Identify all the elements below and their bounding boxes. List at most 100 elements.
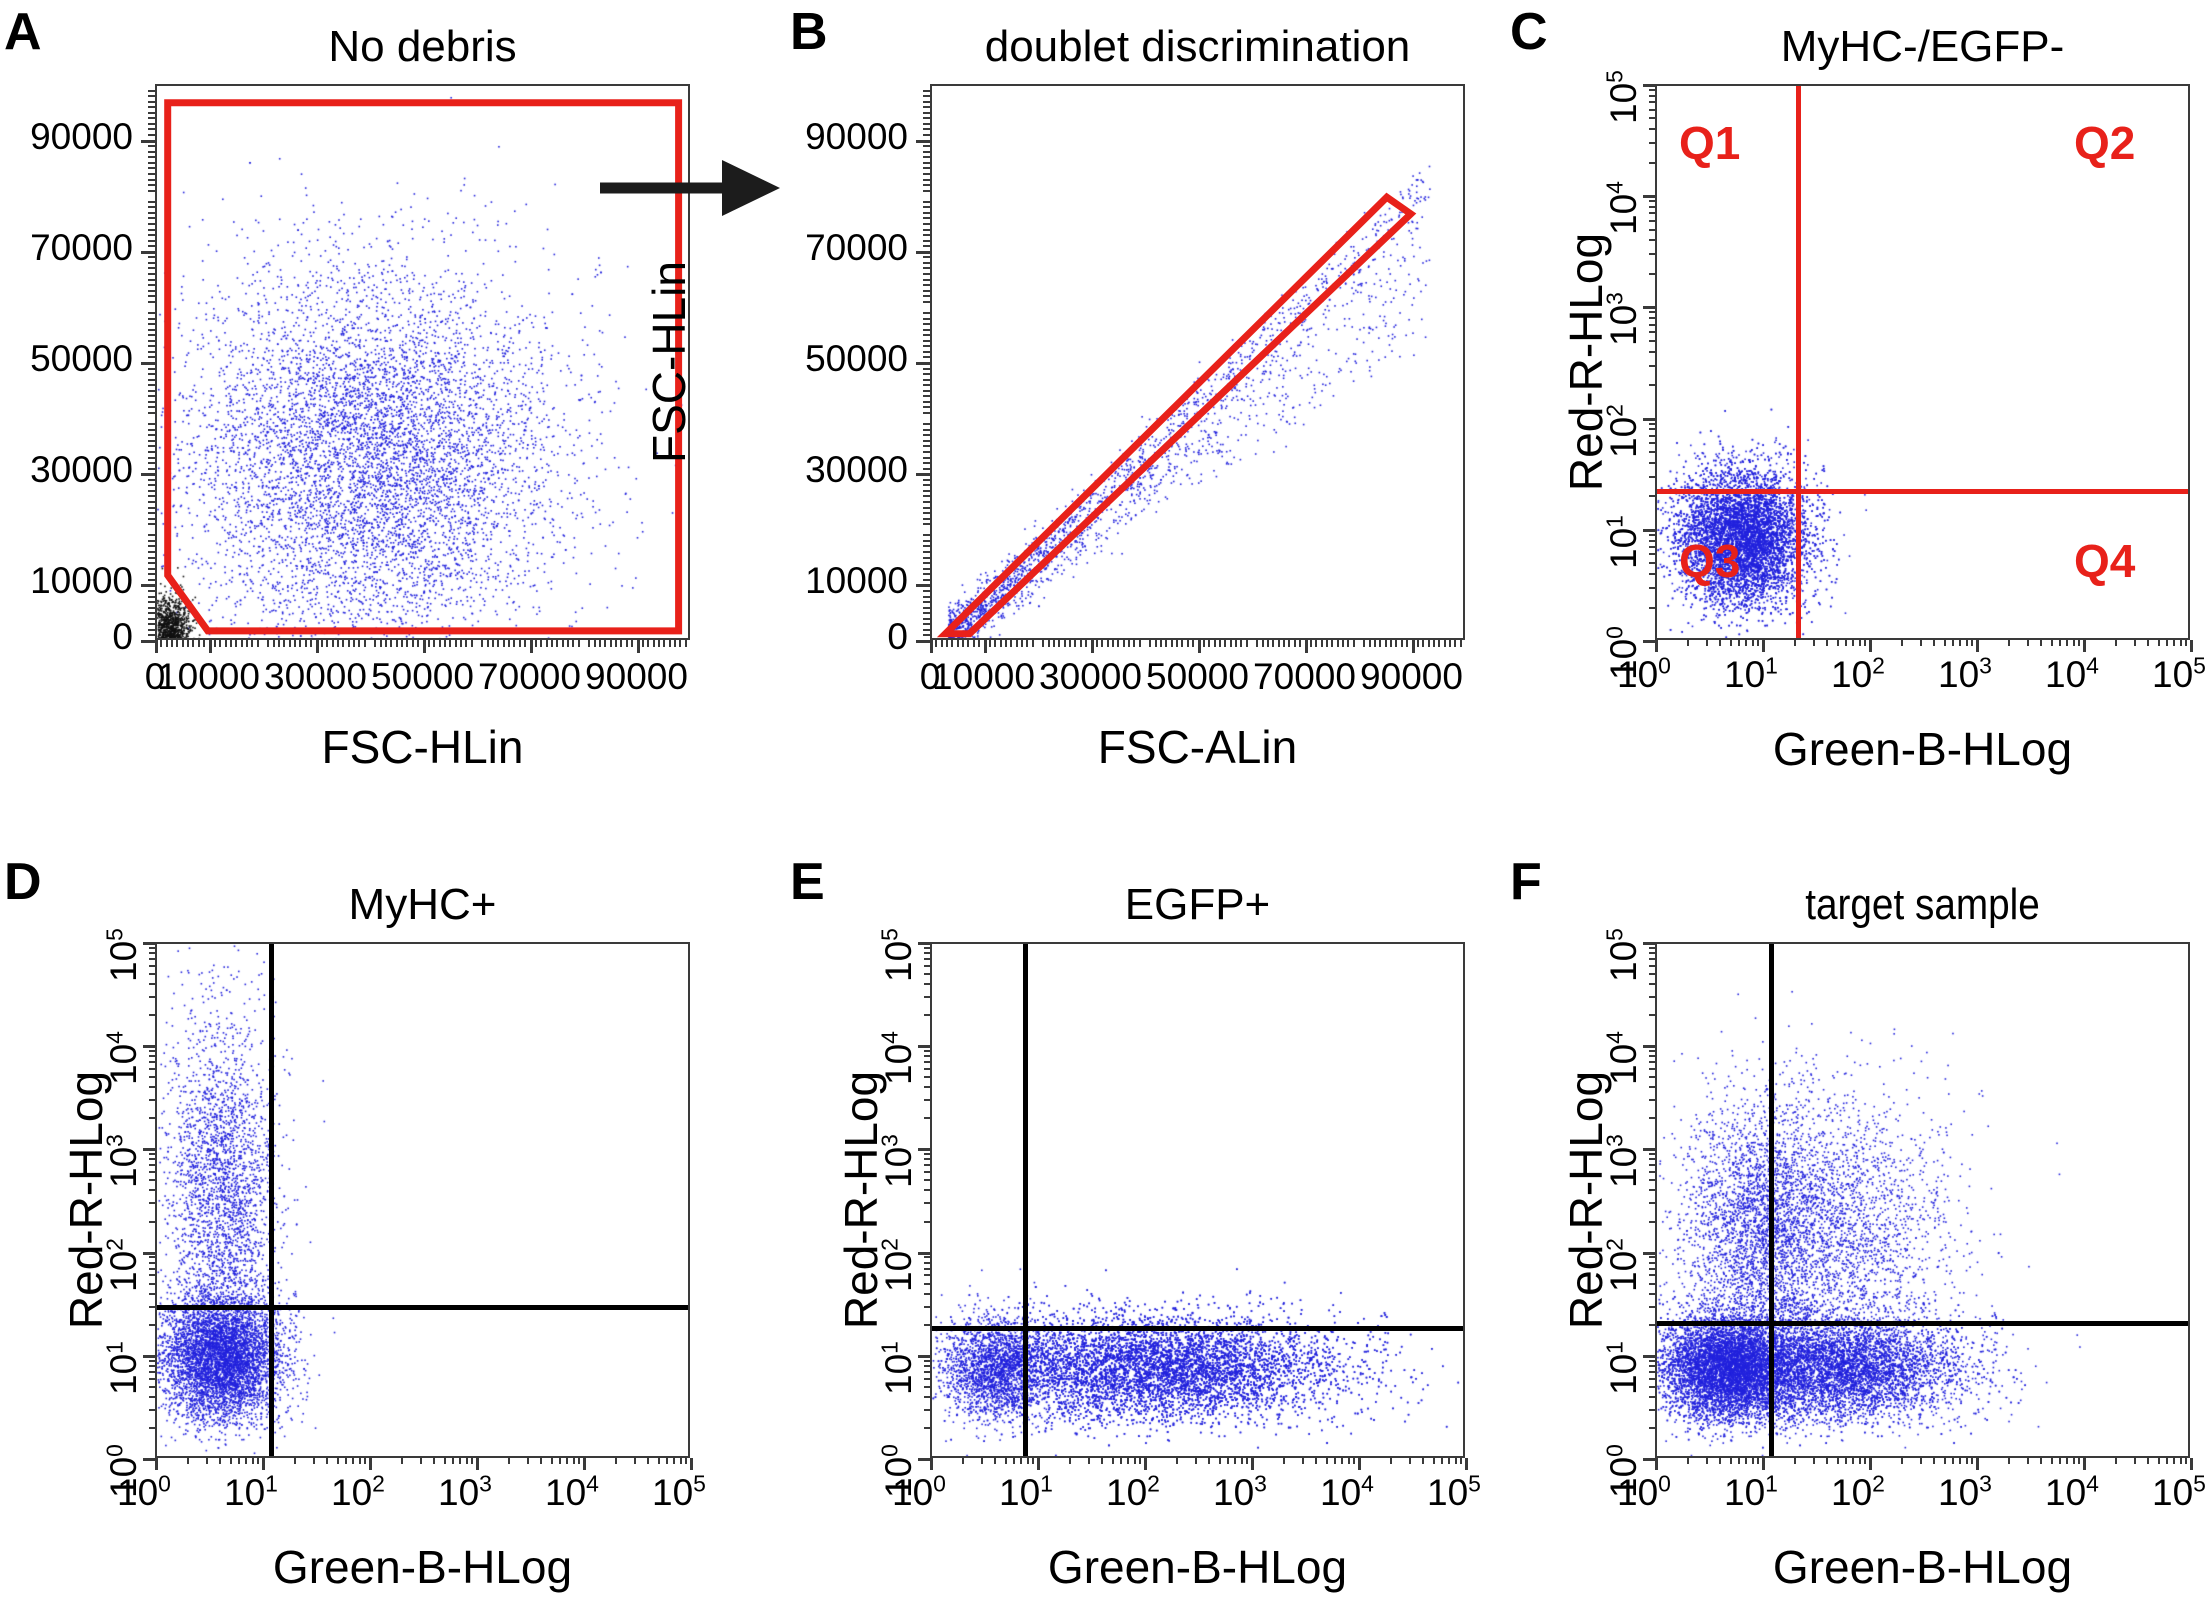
yminor-f-2-5	[1649, 1179, 1655, 1182]
xminor-a-29	[310, 640, 313, 647]
yminor-e-2-5	[924, 1179, 930, 1182]
yminor-b-45	[923, 389, 930, 392]
xminor-a-28	[304, 640, 307, 647]
xtick-b-2	[1090, 640, 1094, 653]
xminor-b-74	[1325, 640, 1328, 647]
xminor-b-36	[1122, 640, 1125, 647]
yminor-f-0-5	[1649, 1385, 1655, 1388]
yminor-b-1	[923, 634, 930, 637]
xminor-f-4-7	[2173, 1458, 2176, 1464]
yminor-f-1-4	[1649, 1292, 1655, 1295]
yminor-b-77	[923, 211, 930, 214]
yminor-b-63	[923, 289, 930, 292]
xtick-a-0	[155, 640, 158, 653]
xminor-c-4-9	[2185, 640, 2188, 646]
xminor-a-21	[267, 640, 270, 647]
yminor-a-13	[148, 567, 155, 570]
xminor-e-1-7	[1127, 1458, 1130, 1464]
xminor-a-79	[577, 640, 580, 647]
yminor-a-76	[148, 217, 155, 220]
yminor-d-2-6	[149, 1171, 155, 1174]
quadrant-hline-c[interactable]	[1657, 489, 2188, 495]
ytick-label-b-1: 10000	[805, 560, 908, 602]
yminor-a-22	[148, 517, 155, 520]
xminor-a-3	[171, 640, 174, 647]
xtick-label-e-1: 101	[999, 1470, 1053, 1513]
xminor-b-65	[1277, 640, 1280, 647]
yminor-e-4-2	[924, 1014, 930, 1017]
yminor-d-2-7	[149, 1164, 155, 1167]
yminor-b-71	[923, 245, 930, 248]
yminor-c-0-6	[1649, 553, 1655, 556]
xminor-a-37	[352, 640, 355, 647]
xminor-e-3-8	[1347, 1458, 1350, 1464]
xminor-b-94	[1432, 640, 1435, 647]
quadrant-hline-d[interactable]	[157, 1305, 688, 1311]
scatter-dots-e	[932, 944, 1463, 1456]
quadrant-label-q1: Q1	[1679, 117, 1741, 169]
yminor-a-9	[148, 589, 155, 592]
xminor-f-4-8	[2179, 1458, 2182, 1464]
xminor-c-2-2	[1901, 640, 1904, 646]
yminor-c-3-5	[1649, 228, 1655, 231]
yminor-b-65	[923, 278, 930, 281]
yminor-c-3-2	[1649, 272, 1655, 275]
yminor-d-3-4	[149, 1086, 155, 1089]
yminor-e-2-2	[924, 1220, 930, 1223]
ytick-label-a-4: 70000	[30, 226, 133, 268]
xminor-d-3-9	[578, 1458, 581, 1464]
yminor-c-0-8	[1649, 539, 1655, 542]
yminor-b-4	[923, 617, 930, 620]
xminor-a-22	[272, 640, 275, 647]
xtick-c-4	[2083, 640, 2086, 652]
quadrant-vline-c[interactable]	[1796, 86, 1802, 638]
xminor-b-8	[972, 640, 975, 647]
quadrant-vline-f[interactable]	[1769, 944, 1775, 1456]
xminor-a-99	[684, 640, 687, 647]
xminor-a-59	[470, 640, 473, 647]
xminor-d-3-5	[550, 1458, 553, 1464]
xaxis-label-f: Green-B-HLog	[1772, 1541, 2073, 1593]
yminor-e-3-3	[924, 1099, 930, 1102]
yminor-c-1-8	[1649, 428, 1655, 431]
xminor-e-3-4	[1315, 1458, 1318, 1464]
xminor-d-1-2	[294, 1458, 297, 1464]
xminor-e-0-6	[1013, 1458, 1016, 1464]
xminor-d-3-4	[540, 1458, 543, 1464]
quadrant-hline-e[interactable]	[932, 1325, 1463, 1331]
yminor-a-45	[148, 389, 155, 392]
yminor-a-89	[148, 145, 155, 148]
xminor-d-0-8	[251, 1458, 254, 1464]
quadrant-hline-f[interactable]	[1657, 1320, 2188, 1326]
yminor-a-28	[148, 484, 155, 487]
yminor-b-99	[923, 89, 930, 92]
yminor-a-78	[148, 206, 155, 209]
xminor-f-4-4	[2147, 1458, 2150, 1464]
xminor-b-42	[1154, 640, 1157, 647]
yminor-a-43	[148, 400, 155, 403]
yminor-c-2-5	[1649, 339, 1655, 342]
quadrant-vline-e[interactable]	[1022, 944, 1028, 1456]
xminor-b-25	[1063, 640, 1066, 647]
yminor-a-61	[148, 300, 155, 303]
panel-letter-b: B	[790, 3, 828, 61]
xtick-label-b-5: 90000	[1360, 656, 1463, 697]
ytick-d-0	[143, 1458, 155, 1461]
yminor-a-85	[148, 167, 155, 170]
yminor-a-4	[148, 617, 155, 620]
xminor-f-3-5	[2050, 1458, 2053, 1464]
quadrant-vline-d[interactable]	[269, 944, 275, 1456]
xminor-d-1-9	[364, 1458, 367, 1464]
yminor-e-2-3	[924, 1202, 930, 1205]
yminor-a-71	[148, 245, 155, 248]
yminor-a-49	[148, 367, 155, 370]
xminor-b-41	[1149, 640, 1152, 647]
yminor-a-99	[148, 89, 155, 92]
yminor-b-9	[923, 589, 930, 592]
ytick-label-a-5: 90000	[30, 115, 133, 157]
panel-letter-a: A	[4, 3, 42, 61]
xtick-label-d-0: 100	[117, 1470, 171, 1513]
yminor-e-3-6	[924, 1068, 930, 1071]
ytick-c-5	[1643, 84, 1655, 87]
yminor-a-93	[148, 122, 155, 125]
